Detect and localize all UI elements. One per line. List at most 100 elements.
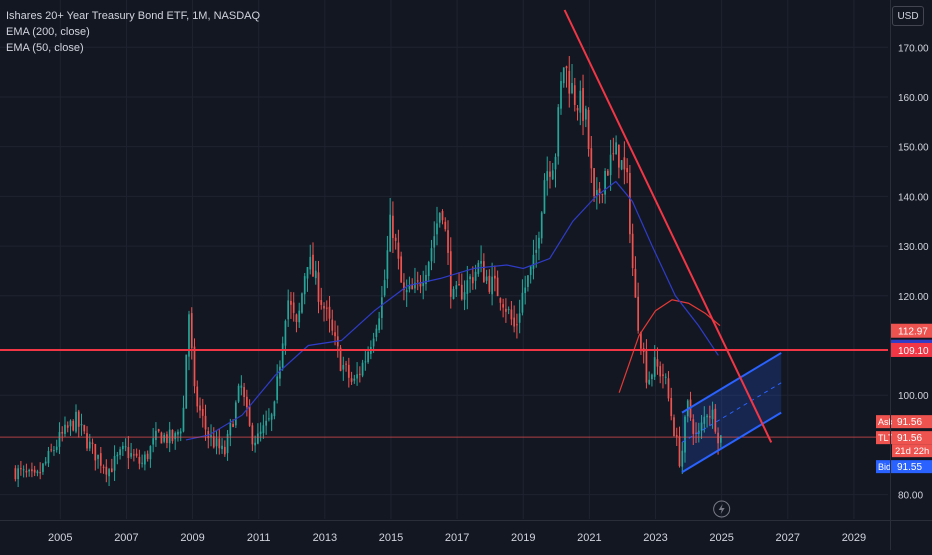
candle-body: [226, 433, 229, 454]
y-tick-label: 100.00: [898, 391, 929, 402]
quote-value: 91.55: [897, 462, 922, 473]
candle-body: [427, 262, 430, 277]
symbol-title[interactable]: Ishares 20+ Year Treasury Bond ETF, 1M, …: [6, 10, 261, 22]
x-tick-label: 2015: [379, 532, 403, 544]
candle-body: [436, 223, 438, 235]
candle-body: [314, 270, 317, 279]
candle-body: [80, 424, 83, 426]
candle-body: [193, 346, 196, 387]
candle-body: [160, 432, 163, 444]
channel-lower-line: [681, 411, 782, 474]
candle-body: [653, 357, 656, 377]
candle-body: [97, 454, 99, 459]
candle-body: [364, 361, 367, 363]
candle-body: [229, 422, 232, 436]
candle-body: [634, 268, 637, 298]
candle-body: [678, 436, 681, 467]
candle-body: [334, 332, 336, 337]
candle-body: [356, 374, 358, 379]
candle-body: [265, 420, 267, 426]
candle-body: [568, 70, 571, 94]
candle-body: [105, 466, 108, 475]
y-tick-label: 160.00: [898, 93, 929, 104]
candle-body: [262, 425, 265, 434]
quote-value-bg: [892, 460, 932, 474]
candle-body: [673, 417, 675, 437]
candle-body: [571, 83, 573, 94]
x-tick-label: 2025: [709, 532, 733, 544]
candle-body: [163, 434, 166, 442]
candle-body: [350, 378, 353, 382]
candle-body: [141, 462, 143, 464]
currency-button[interactable]: USD: [892, 6, 924, 26]
candle-body: [33, 469, 36, 473]
candle-body: [645, 350, 648, 383]
x-tick-label: 2029: [842, 532, 866, 544]
channel-upper-line: [681, 352, 782, 414]
candle-body: [629, 172, 631, 235]
candle-body: [268, 418, 270, 420]
candle-body: [524, 287, 527, 294]
candle-body: [593, 168, 595, 197]
candle-body: [64, 424, 66, 434]
candles: [14, 56, 722, 488]
candle-body: [684, 416, 686, 453]
candle-body: [717, 432, 719, 444]
candle-body: [20, 468, 22, 470]
quote-tag-label: TLT: [878, 433, 894, 443]
candle-body: [251, 425, 254, 445]
candle-body: [210, 435, 212, 438]
candle-body: [246, 396, 248, 408]
candle-body: [433, 236, 436, 248]
candle-body: [36, 471, 39, 474]
candle-body: [458, 284, 460, 286]
candle-body: [438, 213, 441, 223]
candle-body: [69, 420, 72, 427]
candle-body: [102, 466, 105, 468]
candle-body: [529, 266, 532, 275]
candle-body: [171, 429, 174, 442]
candle-body: [667, 378, 670, 399]
candle-body: [411, 284, 414, 290]
indicator-ema-200[interactable]: EMA (200, close): [6, 26, 90, 38]
candle-body: [185, 354, 188, 409]
candle-body: [279, 366, 281, 379]
candle-body: [199, 405, 201, 411]
candle-body: [375, 328, 378, 337]
candle-body: [303, 276, 306, 295]
candle-body: [83, 424, 86, 432]
candle-body: [270, 414, 273, 420]
candle-body: [124, 446, 127, 448]
candle-body: [116, 454, 119, 457]
candle-body: [606, 170, 609, 176]
indicator-ema-50[interactable]: EMA (50, close): [6, 42, 84, 54]
quote-tag-label: Ask: [878, 417, 894, 427]
downtrend-line: [563, 9, 773, 443]
candle-body: [94, 443, 97, 461]
candle-body: [626, 168, 628, 173]
candle-body: [700, 422, 703, 431]
candle-body: [323, 305, 325, 309]
candle-body: [47, 450, 50, 464]
candle-body: [540, 212, 543, 239]
x-tick-label: 2007: [114, 532, 138, 544]
candle-body: [546, 171, 549, 181]
candle-body: [403, 282, 405, 290]
candle-body: [144, 454, 146, 465]
candle-body: [640, 332, 642, 349]
countdown-label: 21d 22h: [895, 446, 929, 457]
candle-body: [295, 314, 298, 322]
candle-body: [463, 292, 466, 300]
candle-body: [99, 453, 102, 466]
quote-value-bg: [892, 415, 932, 429]
candle-body: [259, 431, 262, 434]
candle-body: [201, 408, 204, 416]
candle-body: [505, 308, 507, 312]
candle-body: [190, 313, 193, 348]
candle-body: [430, 248, 433, 262]
candle-body: [42, 463, 44, 472]
y-tick-label: 140.00: [898, 192, 929, 203]
